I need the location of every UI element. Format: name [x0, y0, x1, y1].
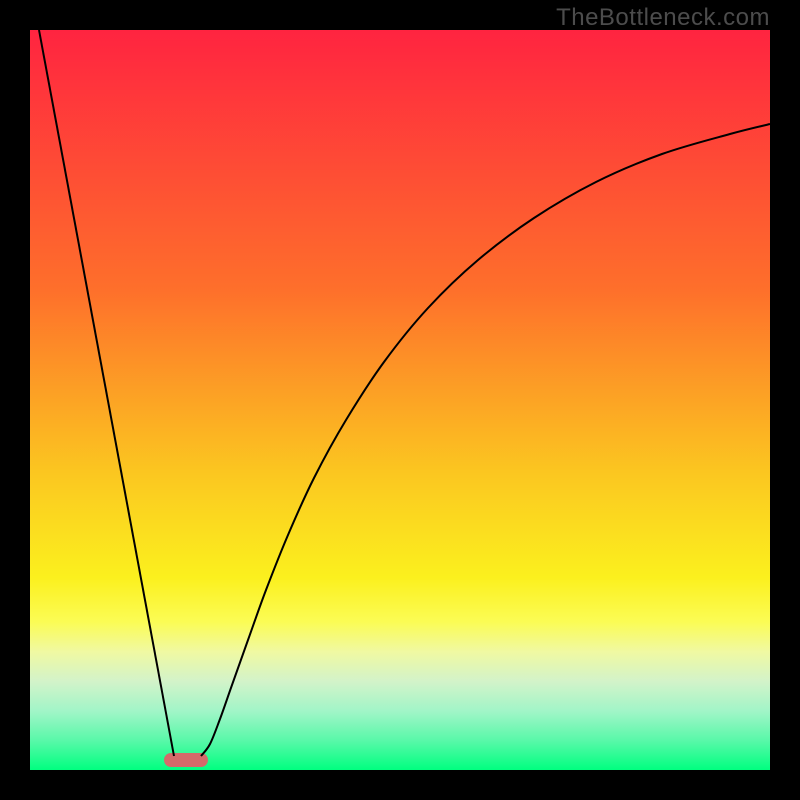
watermark-text: TheBottleneck.com — [556, 4, 770, 32]
chart-frame: TheBottleneck.com — [0, 0, 800, 800]
bottleneck-curve — [0, 0, 800, 800]
bottleneck-marker — [164, 753, 208, 767]
curve-left-segment — [39, 30, 174, 756]
curve-right-segment — [201, 124, 770, 756]
plot-area — [30, 30, 770, 770]
